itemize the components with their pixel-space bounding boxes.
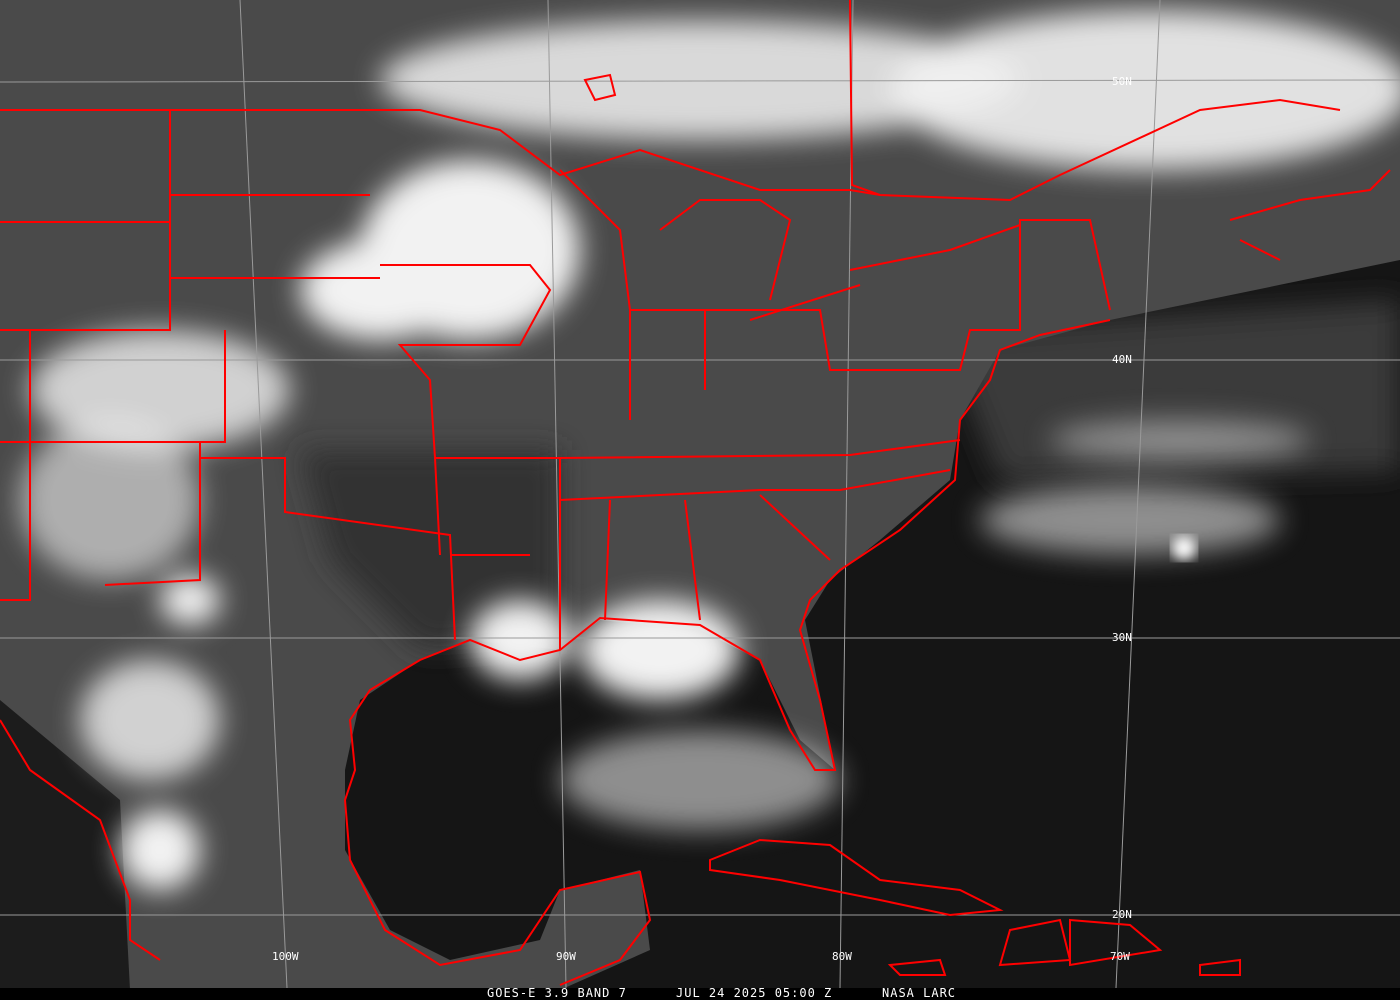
- southern-plains: [300, 450, 560, 650]
- lat-label-50n: 50N: [1112, 75, 1132, 88]
- lon-label-70w: 70W: [1110, 950, 1130, 963]
- lon-label-80w: 80W: [832, 950, 852, 963]
- political-boundaries: [0, 0, 1391, 986]
- credit-label: NASA LARC: [882, 986, 957, 1000]
- caption-bar: GOES-E 3.9 BAND 7 JUL 24 2025 05:00 Z NA…: [0, 986, 1400, 1000]
- lat-label-40n: 40N: [1112, 353, 1132, 366]
- datetime-label: JUL 24 2025 05:00 Z: [676, 986, 833, 1000]
- lon-label-100w: 100W: [272, 950, 299, 963]
- lon-label-90w: 90W: [556, 950, 576, 963]
- lat-label-30n: 30N: [1112, 631, 1132, 644]
- satellite-band-label: GOES-E 3.9 BAND 7: [487, 986, 627, 1000]
- lat-label-20n: 20N: [1112, 908, 1132, 921]
